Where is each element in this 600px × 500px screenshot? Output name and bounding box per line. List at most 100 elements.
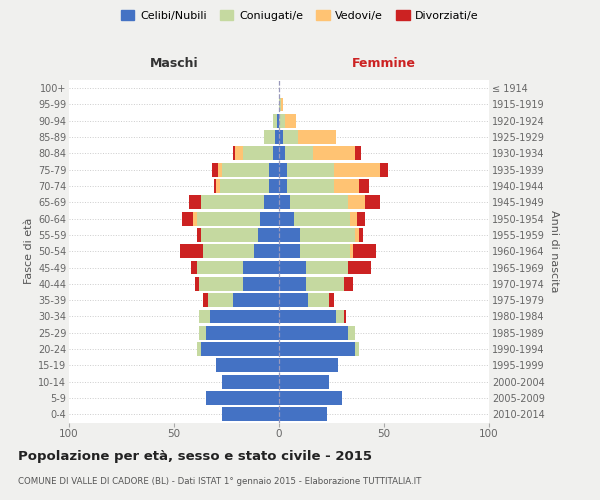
Bar: [279, 98, 281, 112]
Y-axis label: Fasce di età: Fasce di età: [23, 218, 34, 284]
Bar: [244, 277, 279, 291]
Bar: [355, 228, 359, 242]
Bar: [334, 179, 359, 193]
Bar: [244, 146, 272, 160]
Text: Femmine: Femmine: [352, 57, 416, 70]
Bar: [244, 260, 279, 274]
Legend: Celibi/Nubili, Coniugati/e, Vedovi/e, Divorziati/e: Celibi/Nubili, Coniugati/e, Vedovi/e, Di…: [117, 6, 483, 25]
Bar: [365, 196, 380, 209]
Bar: [218, 163, 223, 176]
Bar: [281, 98, 283, 112]
Bar: [279, 114, 286, 128]
Bar: [300, 244, 350, 258]
Bar: [269, 179, 279, 193]
Bar: [193, 212, 197, 226]
Bar: [182, 212, 193, 226]
Bar: [286, 146, 313, 160]
Bar: [197, 260, 244, 274]
Bar: [272, 114, 277, 128]
Bar: [348, 260, 371, 274]
Bar: [336, 310, 344, 324]
Bar: [359, 228, 363, 242]
Bar: [279, 408, 328, 422]
Bar: [197, 228, 202, 242]
Bar: [300, 228, 355, 242]
Bar: [290, 196, 348, 209]
Bar: [279, 310, 336, 324]
Bar: [210, 310, 279, 324]
Bar: [216, 358, 279, 372]
Bar: [279, 293, 308, 307]
Bar: [254, 244, 279, 258]
Bar: [356, 212, 365, 226]
Bar: [294, 212, 350, 226]
Bar: [350, 212, 356, 226]
Bar: [279, 179, 287, 193]
Bar: [380, 163, 388, 176]
Bar: [199, 326, 205, 340]
Bar: [286, 114, 296, 128]
Bar: [279, 212, 294, 226]
Bar: [191, 260, 197, 274]
Bar: [197, 212, 260, 226]
Bar: [214, 179, 216, 193]
Bar: [269, 163, 279, 176]
Bar: [220, 179, 269, 193]
Bar: [279, 326, 348, 340]
Text: Popolazione per età, sesso e stato civile - 2015: Popolazione per età, sesso e stato civil…: [18, 450, 372, 463]
Bar: [298, 130, 336, 144]
Bar: [355, 146, 361, 160]
Bar: [279, 146, 286, 160]
Bar: [277, 114, 279, 128]
Bar: [212, 163, 218, 176]
Bar: [344, 310, 346, 324]
Bar: [279, 163, 287, 176]
Bar: [203, 244, 254, 258]
Bar: [279, 244, 300, 258]
Bar: [203, 293, 208, 307]
Bar: [223, 408, 279, 422]
Bar: [279, 358, 338, 372]
Bar: [279, 375, 329, 388]
Bar: [279, 260, 307, 274]
Bar: [260, 212, 279, 226]
Bar: [307, 260, 348, 274]
Bar: [205, 391, 279, 405]
Bar: [181, 244, 203, 258]
Bar: [307, 277, 344, 291]
Bar: [355, 342, 359, 356]
Bar: [313, 146, 355, 160]
Bar: [348, 196, 365, 209]
Bar: [223, 375, 279, 388]
Bar: [283, 130, 298, 144]
Bar: [279, 130, 283, 144]
Bar: [348, 326, 355, 340]
Text: COMUNE DI VALLE DI CADORE (BL) - Dati ISTAT 1° gennaio 2015 - Elaborazione TUTTI: COMUNE DI VALLE DI CADORE (BL) - Dati IS…: [18, 478, 421, 486]
Bar: [344, 277, 353, 291]
Bar: [202, 342, 279, 356]
Text: Maschi: Maschi: [149, 57, 199, 70]
Bar: [216, 179, 220, 193]
Bar: [202, 196, 265, 209]
Bar: [279, 277, 307, 291]
Bar: [287, 179, 334, 193]
Bar: [197, 342, 202, 356]
Bar: [275, 130, 279, 144]
Bar: [279, 342, 355, 356]
Bar: [279, 391, 342, 405]
Bar: [272, 146, 279, 160]
Bar: [359, 179, 369, 193]
Bar: [195, 277, 199, 291]
Bar: [287, 163, 334, 176]
Bar: [202, 228, 258, 242]
Bar: [308, 293, 329, 307]
Bar: [189, 196, 202, 209]
Bar: [350, 244, 353, 258]
Y-axis label: Anni di nascita: Anni di nascita: [548, 210, 559, 292]
Bar: [334, 163, 380, 176]
Bar: [199, 310, 210, 324]
Bar: [208, 293, 233, 307]
Bar: [233, 293, 279, 307]
Bar: [329, 293, 334, 307]
Bar: [235, 146, 244, 160]
